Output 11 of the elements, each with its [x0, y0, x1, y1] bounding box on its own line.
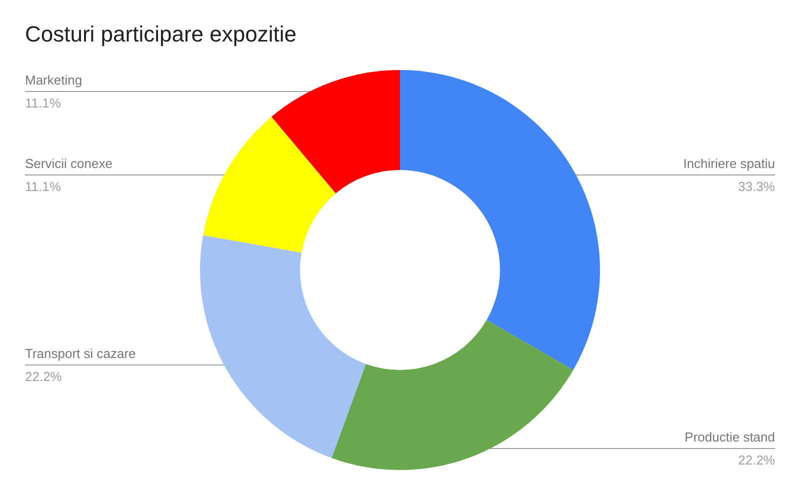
chart-title: Costuri participare expozitie — [25, 22, 296, 46]
slice-label: Servicii conexe — [25, 156, 112, 171]
slice-label: Productie stand — [684, 430, 775, 445]
slice-label: Inchiriere spatiu — [683, 156, 775, 171]
data-label: 22.2% — [25, 369, 62, 384]
data-label: 33.3% — [738, 179, 776, 194]
data-label: 11.1% — [25, 95, 62, 110]
data-label: 11.1% — [25, 179, 62, 194]
slice-label: Marketing — [25, 72, 82, 88]
data-label: 22.2% — [738, 452, 776, 468]
slice-label: Transport si cazare — [25, 346, 136, 361]
